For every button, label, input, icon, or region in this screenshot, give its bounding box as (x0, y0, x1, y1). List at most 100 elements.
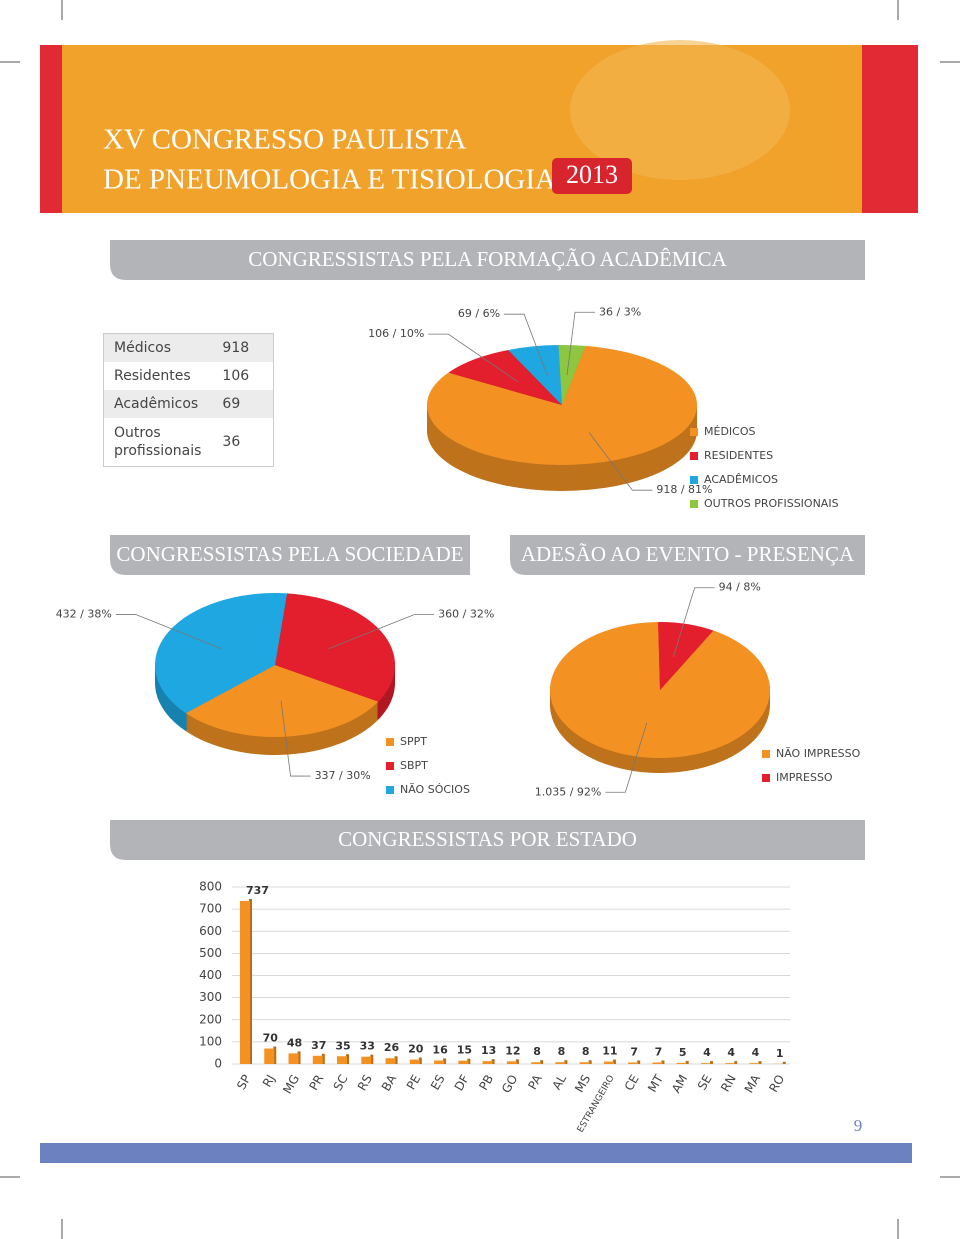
bar-value-label: 11 (602, 1045, 617, 1058)
bar (555, 1062, 566, 1064)
bar (312, 1055, 323, 1064)
legend-swatch (386, 738, 394, 746)
x-tick-label: PE (404, 1072, 424, 1092)
bar (337, 1056, 348, 1064)
bar (385, 1058, 396, 1064)
header-stripe (40, 45, 62, 213)
bar-side (418, 1057, 422, 1064)
bar-side (709, 1061, 713, 1064)
header-stripe (862, 45, 918, 213)
leader-line (328, 614, 435, 650)
cell: 106 (222, 368, 250, 384)
pie-slice (550, 622, 770, 759)
bar-side (467, 1058, 471, 1064)
bar (240, 900, 250, 1064)
leader-line (428, 333, 519, 383)
bar (628, 1062, 639, 1064)
page-number: 9 (854, 1116, 863, 1135)
pie-slice (275, 593, 396, 702)
leader-line (566, 311, 596, 376)
bar (434, 1060, 445, 1064)
section-banner (110, 820, 865, 860)
x-tick-label: AL (549, 1072, 569, 1092)
legend-label: RESIDENTES (704, 449, 773, 462)
legend-label: SPPT (400, 735, 427, 748)
bar (700, 1063, 711, 1064)
bar-side (491, 1059, 495, 1064)
pie-slice (185, 665, 379, 737)
bar-side (661, 1060, 665, 1064)
bar-value-label: 35 (335, 1039, 350, 1052)
legend-swatch (690, 428, 698, 436)
bar (603, 1061, 614, 1064)
bar-value-label: 1 (776, 1047, 784, 1060)
y-tick-label: 500 (199, 946, 222, 960)
pie-value-label: 1.035 / 92% (535, 785, 602, 798)
legend-swatch (690, 500, 698, 508)
x-tick-label: PA (525, 1072, 545, 1092)
leader-line (588, 432, 653, 491)
x-tick-label: MA (742, 1072, 764, 1096)
y-tick-label: 400 (199, 968, 222, 982)
pie-value-label: 337 / 30% (315, 769, 371, 782)
section-title: ADESÃO AO EVENTO - PRESENÇA (521, 542, 855, 566)
section-title: CONGRESSISTAS PELA SOCIEDADE (116, 542, 463, 566)
data-table: Médicos 918 Residentes 106 Acadêmicos 69 Ou… (103, 333, 274, 467)
bar (409, 1059, 420, 1064)
bar-value-label: 5 (679, 1046, 687, 1059)
bar-value-label: 13 (481, 1044, 496, 1057)
legend-swatch (690, 476, 698, 484)
bar-side (273, 1046, 277, 1064)
legend-swatch (386, 762, 394, 770)
header-title: DE PNEUMOLOGIA E TISIOLOGIA (103, 164, 556, 196)
x-tick-label: AM (669, 1072, 690, 1095)
pie-value-label: 36 / 3% (599, 305, 641, 318)
cell: Médicos (103, 333, 213, 362)
x-tick-label: MG (280, 1072, 302, 1096)
pie-slice (427, 345, 697, 465)
bar-value-label: 4 (752, 1046, 760, 1059)
x-tick-label: SP (234, 1072, 254, 1092)
leaf-decor (570, 40, 790, 180)
cell: 36 (222, 434, 241, 450)
cell: Residentes (114, 368, 191, 384)
legend-swatch (386, 786, 394, 794)
bar-value-label: 20 (408, 1043, 424, 1056)
legend-swatch (762, 750, 770, 758)
bar (725, 1063, 736, 1064)
bar (506, 1061, 517, 1064)
section-banner (510, 535, 865, 575)
bar-value-label: 8 (582, 1045, 590, 1058)
bar-value-label: 4 (727, 1046, 735, 1059)
y-tick-label: 200 (199, 1012, 222, 1026)
legend-label: OUTROS PROFISSIONAIS (704, 497, 839, 510)
bar-value-label: 70 (263, 1032, 279, 1045)
bar-side (443, 1058, 447, 1064)
x-tick-label: GO (499, 1072, 520, 1095)
pie-value-label: 918 / 81% (656, 483, 712, 496)
y-tick-label: 700 (199, 902, 222, 916)
bar-side (685, 1060, 689, 1064)
pie-slice (558, 344, 586, 405)
bar (531, 1062, 542, 1064)
bar (749, 1063, 760, 1064)
pie-slice (508, 345, 562, 405)
bar (458, 1060, 469, 1064)
bar-value-label: 26 (384, 1041, 400, 1054)
x-tick-label: MT (645, 1072, 666, 1095)
bar-side (734, 1061, 738, 1064)
legend-label: ACADÊMICOS (704, 473, 778, 486)
pie-value-label: 106 / 10% (368, 327, 424, 340)
x-tick-label: PR (306, 1072, 326, 1092)
bar-value-label: 33 (360, 1040, 375, 1053)
legend-label: NÃO IMPRESSO (776, 747, 861, 760)
x-tick-label: BA (379, 1072, 400, 1094)
bar-value-label: 15 (457, 1044, 472, 1057)
y-tick-label: 100 (199, 1034, 222, 1048)
pie-slice (658, 622, 714, 690)
cell: Acadêmicos (103, 390, 213, 418)
bar-value-label: 37 (311, 1039, 326, 1052)
bar (482, 1061, 493, 1064)
